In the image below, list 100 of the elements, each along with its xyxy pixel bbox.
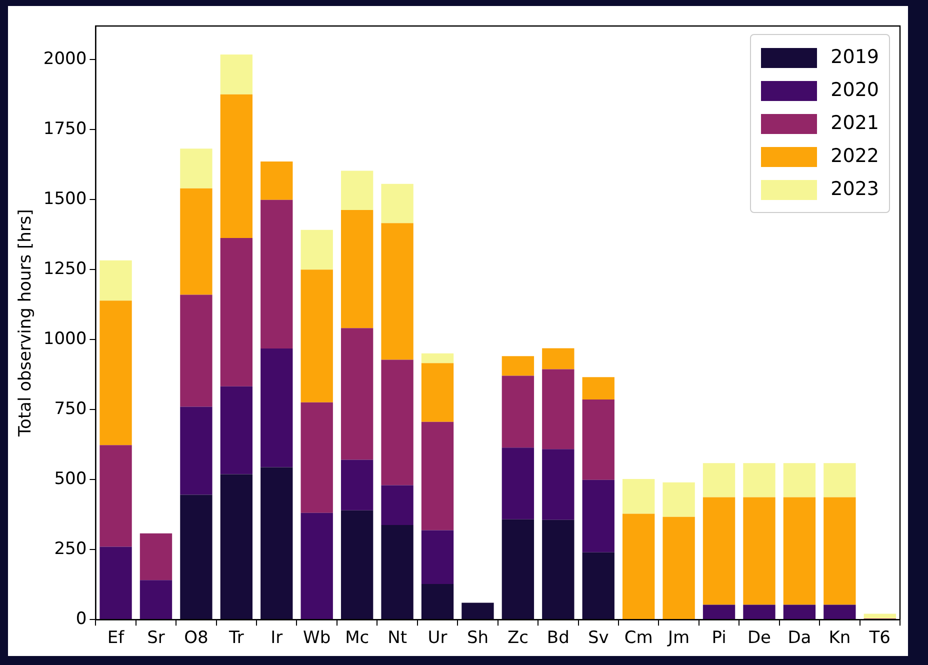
bar — [100, 260, 132, 301]
bar — [582, 552, 614, 620]
bar — [743, 604, 776, 620]
x-tick-label: De — [747, 628, 772, 648]
bar — [783, 463, 816, 498]
x-tick-label: Ir — [270, 628, 283, 648]
bar — [502, 356, 534, 376]
y-tick-label: 2000 — [43, 49, 87, 70]
x-tick-label: Sh — [466, 628, 489, 648]
bar — [502, 376, 534, 448]
bar — [100, 445, 132, 547]
bar — [300, 512, 333, 620]
x-tick-label: Ur — [428, 628, 448, 648]
x-tick-label: Cm — [624, 628, 653, 648]
legend-label: 2019 — [830, 45, 879, 70]
bar — [662, 482, 695, 517]
bar — [421, 422, 454, 530]
legend-label: 2020 — [830, 78, 879, 103]
x-tick-label: Wb — [303, 628, 331, 648]
bar — [381, 524, 414, 620]
bar — [340, 510, 374, 620]
x-tick-label: Ef — [107, 628, 126, 648]
bar — [340, 328, 374, 460]
bar — [220, 54, 253, 94]
bar — [381, 223, 414, 360]
y-tick-label: 1500 — [43, 189, 87, 210]
bar — [462, 602, 494, 620]
bar — [381, 485, 414, 525]
y-tick-label: 1750 — [43, 119, 87, 140]
bar — [421, 353, 454, 364]
bar — [421, 363, 454, 422]
x-tick-label: Tr — [228, 628, 244, 648]
bar — [864, 614, 896, 618]
x-tick-label: Kn — [828, 628, 851, 648]
bar — [220, 386, 253, 474]
bar — [824, 463, 856, 498]
bar — [340, 460, 374, 510]
y-axis-title: Total observing hours [hrs] — [16, 209, 36, 438]
bar — [180, 406, 212, 495]
bar — [220, 238, 253, 386]
bar — [622, 514, 655, 620]
y-tick-label: 1000 — [43, 329, 87, 350]
bar — [260, 348, 293, 468]
bar — [381, 360, 414, 486]
bar — [180, 148, 212, 188]
x-tick-label: Da — [788, 628, 812, 648]
bar — [582, 400, 614, 480]
bar — [542, 348, 574, 370]
bar — [743, 497, 776, 605]
legend-label: 2023 — [830, 177, 879, 202]
bar — [180, 188, 212, 295]
y-tick-label: 0 — [76, 609, 87, 630]
bar — [702, 497, 736, 605]
x-tick-label: Nt — [388, 628, 408, 648]
x-tick-label: Bd — [546, 628, 570, 648]
bar — [140, 580, 172, 620]
bar — [542, 369, 574, 450]
bar — [502, 448, 534, 520]
x-tick-label: Pi — [712, 628, 726, 648]
bar — [542, 449, 574, 520]
bar — [622, 479, 655, 514]
bar — [662, 516, 695, 620]
bar — [421, 584, 454, 620]
bar — [100, 300, 132, 446]
legend-label: 2021 — [830, 111, 879, 136]
x-tick-label: Zc — [507, 628, 528, 648]
legend-label: 2022 — [830, 144, 879, 169]
bar — [140, 533, 172, 580]
bar — [300, 270, 333, 402]
bar — [743, 463, 776, 498]
bar — [100, 546, 132, 620]
bar — [381, 184, 414, 224]
bar — [260, 200, 293, 349]
bar — [300, 402, 333, 513]
bar — [582, 377, 614, 400]
bar — [542, 520, 574, 620]
x-tick-label: Jm — [667, 628, 690, 648]
x-tick-label: O8 — [184, 628, 208, 648]
bar — [824, 604, 856, 620]
bar — [220, 94, 253, 238]
bar — [783, 497, 816, 605]
bar — [582, 480, 614, 552]
y-tick-label: 500 — [54, 469, 87, 490]
bar — [300, 230, 333, 270]
y-tick-label: 1250 — [43, 259, 87, 280]
y-tick-label: 250 — [54, 539, 87, 560]
bar — [260, 467, 293, 620]
x-tick-label: T6 — [868, 628, 890, 648]
bar — [702, 463, 736, 498]
bar — [260, 162, 293, 200]
bar — [783, 604, 816, 620]
bar — [180, 494, 212, 620]
y-tick-label: 750 — [54, 399, 87, 420]
bar — [180, 294, 212, 407]
bar — [340, 170, 374, 210]
x-tick-label: Sr — [147, 628, 165, 648]
bar — [702, 604, 736, 620]
x-tick-label: Mc — [345, 628, 370, 648]
bar — [421, 530, 454, 584]
bar — [824, 497, 856, 605]
